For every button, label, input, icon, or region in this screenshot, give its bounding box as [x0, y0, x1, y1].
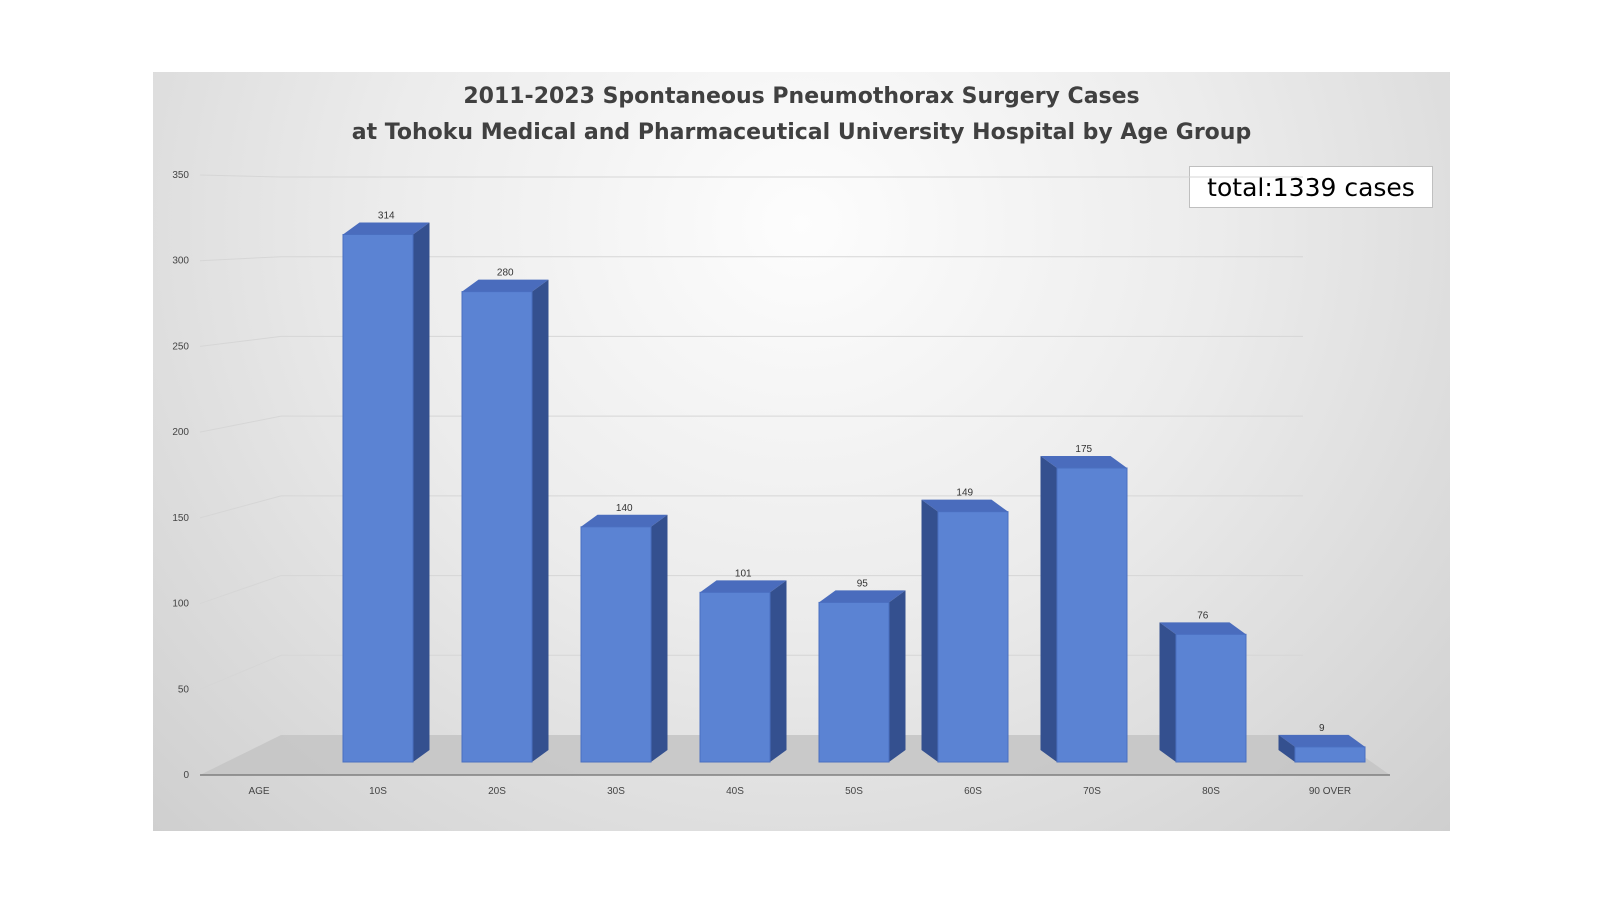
data-label: 149: [956, 488, 973, 499]
x-tick-label: 40S: [726, 786, 744, 797]
gridline-diagonal: [199, 256, 282, 262]
bar-side-face: [921, 499, 938, 762]
bar: [1056, 467, 1128, 763]
bar-side-face: [413, 222, 430, 763]
bar-side-face: [770, 580, 787, 762]
x-tick-label: 60S: [964, 786, 982, 797]
bar-top-face: [343, 222, 430, 235]
chart-panel: 2011-2023 Spontaneous Pneumothorax Surge…: [153, 72, 1450, 831]
x-tick-label: 70S: [1083, 786, 1101, 797]
bar: [342, 233, 414, 763]
x-tick-label: 30S: [607, 786, 625, 797]
x-tick-label: 20S: [488, 786, 506, 797]
bar-top-face: [1040, 456, 1127, 468]
gridline-diagonal: [199, 335, 282, 347]
data-label: 101: [735, 568, 752, 579]
bar-side-face: [1278, 734, 1295, 762]
bar: [1294, 746, 1366, 763]
data-label: 175: [1075, 444, 1092, 455]
bar-top-face: [1159, 622, 1246, 635]
y-tick-label: 200: [172, 427, 189, 438]
data-label: 76: [1197, 610, 1209, 621]
y-tick-label: 150: [172, 513, 189, 524]
y-tick-label: 50: [178, 684, 190, 695]
bar-top-face: [700, 580, 787, 593]
x-tick-label: 80S: [1202, 786, 1220, 797]
bar-top-face: [1278, 734, 1365, 747]
data-label: 9: [1319, 723, 1325, 734]
y-tick-label: 250: [172, 341, 189, 352]
bar: [1175, 633, 1247, 763]
bar-top-face: [581, 514, 668, 527]
bar-side-face: [1040, 456, 1057, 762]
total-annotation: total:1339 cases: [1189, 166, 1433, 208]
y-tick-label: 0: [183, 770, 189, 781]
bar-top-face: [462, 279, 549, 292]
data-label: 280: [497, 268, 514, 279]
y-tick-label: 100: [172, 599, 189, 610]
gridline-diagonal: [199, 495, 282, 519]
bar: [580, 526, 652, 763]
bar-side-face: [889, 590, 906, 762]
chart-subtitle: at Tohoku Medical and Pharmaceutical Uni…: [351, 120, 1252, 145]
data-label: 140: [616, 503, 633, 514]
chart-plot: 0 50 100 150 200 250 300 350 AGE 314 10S 280 20S 140 3…: [172, 170, 1390, 797]
bar-top-face: [921, 499, 1008, 512]
gridline-diagonal: [199, 654, 282, 690]
chart-title: 2011-2023 Spontaneous Pneumothorax Surge…: [463, 84, 1140, 109]
bar-side-face: [651, 514, 668, 762]
x-tick-label: 90 OVER: [1309, 786, 1351, 797]
x-tick-label: 50S: [845, 786, 863, 797]
bar: [937, 511, 1009, 763]
data-label: 95: [857, 578, 869, 589]
x-axis-title: AGE: [248, 786, 269, 797]
bar: [818, 601, 890, 763]
y-tick-label: 350: [172, 170, 189, 181]
gridline-diagonal: [199, 575, 282, 605]
gridline-diagonal: [199, 174, 282, 178]
gridline-diagonal: [199, 415, 282, 433]
bar-side-face: [1159, 622, 1176, 762]
y-tick-label: 300: [172, 256, 189, 267]
bar: [699, 591, 771, 763]
bar-side-face: [532, 279, 549, 762]
data-label: 314: [378, 210, 395, 221]
x-tick-label: 10S: [369, 786, 387, 797]
bar-top-face: [819, 590, 906, 603]
bar: [461, 291, 533, 763]
